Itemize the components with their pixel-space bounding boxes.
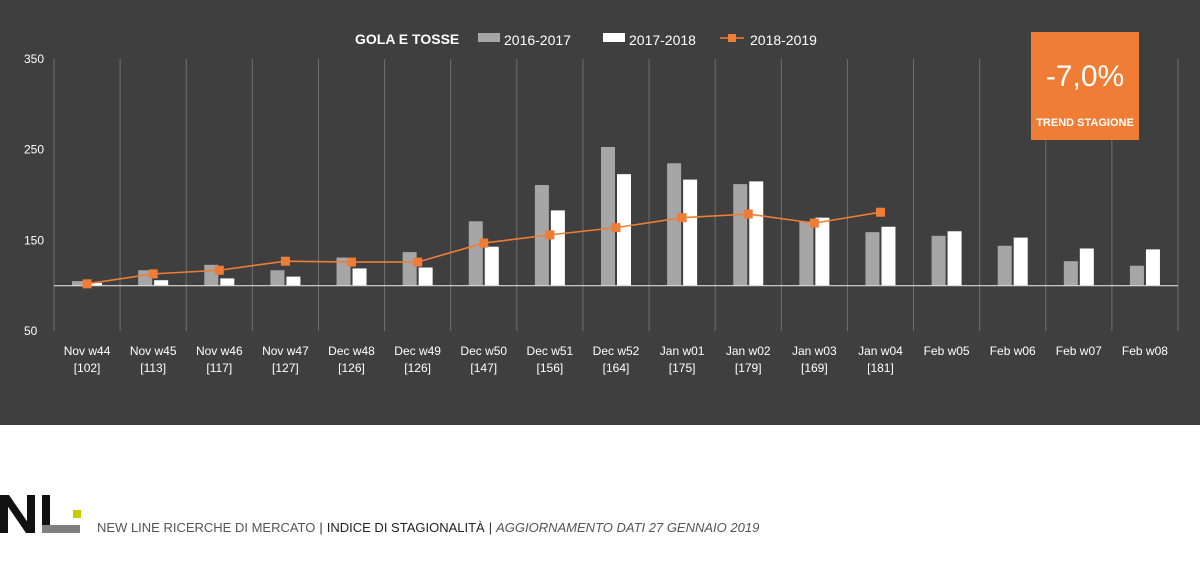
marker-2018-2019 xyxy=(809,218,819,228)
footer-update: AGGIORNAMENTO DATI 27 GENNAIO 2019 xyxy=(496,520,760,535)
x-tick-label: Nov w44 xyxy=(64,344,111,358)
x-tick-label: Nov w47 xyxy=(262,344,309,358)
trend-box: -7,0% TREND STAGIONE xyxy=(1031,32,1139,140)
x-tick-sublabel: [179] xyxy=(735,361,762,375)
x-tick-sublabel: [117] xyxy=(206,361,232,375)
bar-2017-2018 xyxy=(881,226,896,286)
bar-2017-2018 xyxy=(484,246,499,286)
chart-panel: 350 250 150 50 Nov w44 [102] Nov w45 [113] Nov w… xyxy=(0,0,1200,425)
trend-label: TREND STAGIONE xyxy=(1036,117,1134,129)
legend-swatch xyxy=(603,33,625,42)
bar-2016-2017 xyxy=(733,184,748,286)
x-tick-sublabel: [169] xyxy=(801,361,828,375)
bar-2016-2017 xyxy=(1129,265,1144,286)
bar-2016-2017 xyxy=(799,221,814,286)
x-tick-sublabel: [126] xyxy=(404,361,431,375)
x-tick-sublabel: [147] xyxy=(470,361,497,375)
bar-2017-2018 xyxy=(947,231,962,286)
bar-2016-2017 xyxy=(1063,261,1078,286)
x-tick-label: Jan w03 xyxy=(792,344,837,358)
legend-label: 2017-2018 xyxy=(629,32,696,48)
marker-2018-2019 xyxy=(82,279,92,289)
bar-2016-2017 xyxy=(931,235,946,286)
legend-label: 2016-2017 xyxy=(504,32,571,48)
bar-2017-2018 xyxy=(418,267,433,286)
bar-2016-2017 xyxy=(997,245,1012,286)
x-tick-label: Feb w08 xyxy=(1122,344,1168,358)
x-tick-label: Nov w45 xyxy=(130,344,177,358)
marker-2018-2019 xyxy=(479,238,489,248)
bar-2017-2018 xyxy=(1013,237,1028,286)
y-tick-label: 50 xyxy=(24,324,38,338)
bar-2017-2018 xyxy=(286,276,301,286)
bar-2017-2018 xyxy=(352,268,367,286)
new-line-logo xyxy=(0,495,81,533)
bar-2017-2018 xyxy=(88,282,103,286)
bar-2016-2017 xyxy=(468,221,483,286)
x-tick-sublabel: [102] xyxy=(74,361,101,375)
bar-2017-2018 xyxy=(550,210,565,286)
bar-2017-2018 xyxy=(749,181,764,286)
x-tick-label: Jan w02 xyxy=(726,344,771,358)
legend-swatch xyxy=(478,33,500,42)
y-tick-label: 250 xyxy=(24,143,44,157)
bar-2016-2017 xyxy=(865,232,880,286)
x-tick-label: Jan w04 xyxy=(858,344,903,358)
x-tick-label: Feb w07 xyxy=(1056,344,1102,358)
y-tick-label: 350 xyxy=(24,52,44,66)
bar-2017-2018 xyxy=(1079,248,1094,286)
footer-separator-1: | xyxy=(319,520,323,535)
marker-2018-2019 xyxy=(280,256,290,266)
marker-2018-2019 xyxy=(214,265,224,275)
trend-value: -7,0% xyxy=(1045,60,1125,93)
bar-2017-2018 xyxy=(1145,249,1160,286)
marker-2018-2019 xyxy=(148,269,158,279)
legend-label: 2018-2019 xyxy=(750,32,817,48)
chart-title: GOLA E TOSSE xyxy=(355,31,459,47)
x-tick-label: Jan w01 xyxy=(660,344,705,358)
x-tick-sublabel: [175] xyxy=(669,361,696,375)
bar-2016-2017 xyxy=(72,281,87,286)
marker-2018-2019 xyxy=(413,257,423,267)
bar-2017-2018 xyxy=(154,280,169,286)
x-tick-label: Dec w51 xyxy=(527,344,574,358)
marker-2018-2019 xyxy=(545,230,555,240)
marker-2018-2019 xyxy=(875,207,885,217)
bar-2017-2018 xyxy=(617,174,631,286)
bar-2017-2018 xyxy=(220,278,235,286)
footer-index: INDICE DI STAGIONALITÀ xyxy=(326,520,485,535)
footer-text: NEW LINE RICERCHE DI MERCATO | INDICE DI S… xyxy=(97,520,759,535)
x-tick-label: Dec w49 xyxy=(394,344,441,358)
x-tick-sublabel: [156] xyxy=(537,361,564,375)
x-tick-sublabel: [181] xyxy=(867,361,894,375)
bar-2017-2018 xyxy=(815,217,830,286)
marker-2018-2019 xyxy=(347,257,357,267)
x-tick-label: Dec w52 xyxy=(593,344,640,358)
x-tick-label: Feb w06 xyxy=(990,344,1036,358)
bar-2016-2017 xyxy=(402,252,417,286)
footer-company: NEW LINE RICERCHE DI MERCATO xyxy=(97,520,316,535)
y-tick-label: 150 xyxy=(24,233,44,247)
x-tick-label: Feb w05 xyxy=(924,344,970,358)
chart-svg: 350 250 150 50 Nov w44 [102] Nov w45 [113] Nov w… xyxy=(24,31,1179,375)
x-tick-label: Dec w50 xyxy=(460,344,507,358)
x-tick-label: Dec w48 xyxy=(328,344,375,358)
bar-2016-2017 xyxy=(601,146,615,286)
x-tick-sublabel: [113] xyxy=(140,361,166,375)
bar-2016-2017 xyxy=(270,270,285,286)
marker-2018-2019 xyxy=(743,209,753,219)
x-tick-sublabel: [126] xyxy=(338,361,365,375)
legend-marker xyxy=(728,34,736,42)
marker-2018-2019 xyxy=(611,223,621,233)
bar-2017-2018 xyxy=(683,179,698,286)
bar-2016-2017 xyxy=(667,163,682,286)
footer-separator-2: | xyxy=(488,520,493,535)
x-tick-sublabel: [127] xyxy=(272,361,299,375)
x-tick-sublabel: [164] xyxy=(603,361,630,375)
x-tick-label: Nov w46 xyxy=(196,344,243,358)
marker-2018-2019 xyxy=(677,213,687,223)
